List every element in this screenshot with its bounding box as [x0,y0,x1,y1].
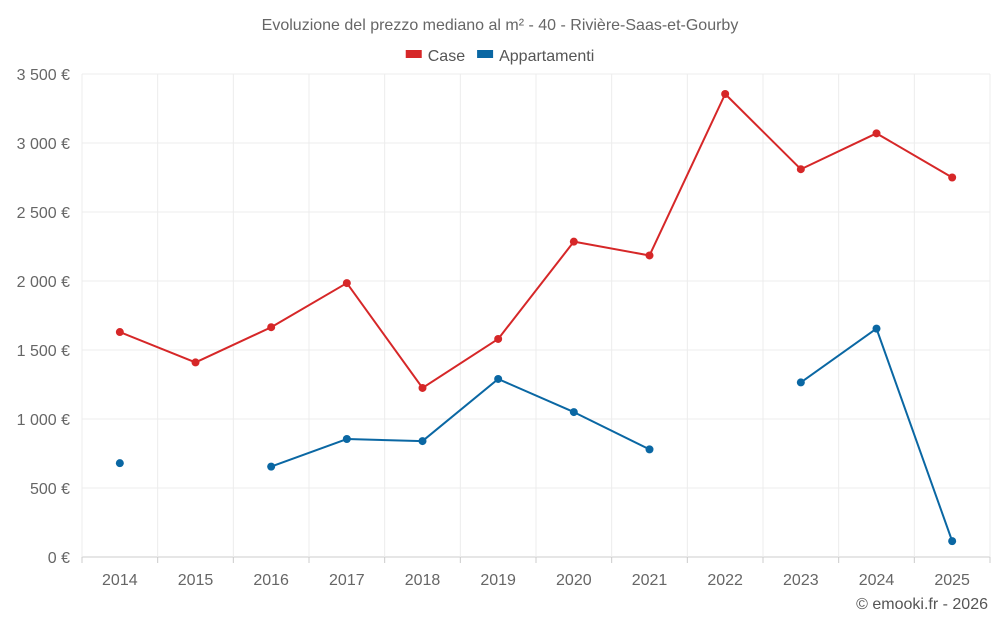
series-case [115,90,957,392]
y-tick-label: 1 500 € [17,343,70,360]
data-point[interactable] [494,374,503,383]
x-tick-label: 2024 [859,572,895,589]
y-tick-label: 3 000 € [17,136,70,153]
legend-item-case[interactable]: Case [405,48,465,65]
grid [81,73,991,558]
data-point[interactable] [645,445,654,454]
data-point[interactable] [267,462,276,471]
x-tick-label: 2025 [934,572,970,589]
credit-text: © emooki.fr - 2026 [856,596,988,613]
data-point[interactable] [494,334,503,343]
legend-label: Appartamenti [499,48,594,65]
data-point[interactable] [948,173,957,182]
data-point[interactable] [872,324,881,333]
data-point[interactable] [721,90,730,99]
series-line [119,93,953,389]
x-tick-label: 2017 [329,572,365,589]
legend-swatch [405,50,422,58]
data-point[interactable] [948,537,957,546]
data-point[interactable] [342,435,351,444]
legend-label: Case [428,48,465,65]
y-tick-label: 2 500 € [17,205,70,222]
chart-title: Evoluzione del prezzo mediano al m² - 40… [262,17,739,34]
data-point[interactable] [418,437,427,446]
data-point[interactable] [115,328,124,337]
y-tick-label: 1 000 € [17,412,70,429]
x-tick-label: 2019 [480,572,516,589]
y-tick-label: 500 € [30,481,70,498]
x-tick-label: 2023 [783,572,819,589]
data-point[interactable] [418,383,427,392]
series-line [800,327,954,542]
legend-item-appartamenti[interactable]: Appartamenti [477,48,594,65]
y-tick-label: 3 500 € [17,67,70,84]
data-point[interactable] [569,237,578,246]
data-point[interactable] [342,279,351,288]
x-tick-label: 2022 [707,572,743,589]
legend[interactable]: Case Appartamenti [405,48,595,65]
x-tick-label: 2021 [632,572,668,589]
x-tick-label: 2016 [253,572,289,589]
data-point[interactable] [115,459,124,468]
y-tick-label: 2 000 € [17,274,70,291]
data-point[interactable] [645,251,654,260]
legend-swatch [477,50,494,58]
data-point[interactable] [267,323,276,332]
x-tick-label: 2020 [556,572,592,589]
x-tick-label: 2015 [178,572,214,589]
series-appartamenti [115,324,957,546]
data-point[interactable] [569,408,578,417]
x-tick-label: 2014 [102,572,138,589]
y-tick-label: 0 € [48,550,70,567]
x-tick-label: 2018 [405,572,441,589]
data-point[interactable] [796,165,805,174]
series [115,90,957,546]
data-point[interactable] [796,378,805,387]
data-point[interactable] [872,129,881,138]
data-point[interactable] [191,358,200,367]
series-line [270,377,650,468]
axes: 0 € 500 € 1 000 € 1 500 € 2 000 € 2 500 € 3 00… [17,67,991,589]
